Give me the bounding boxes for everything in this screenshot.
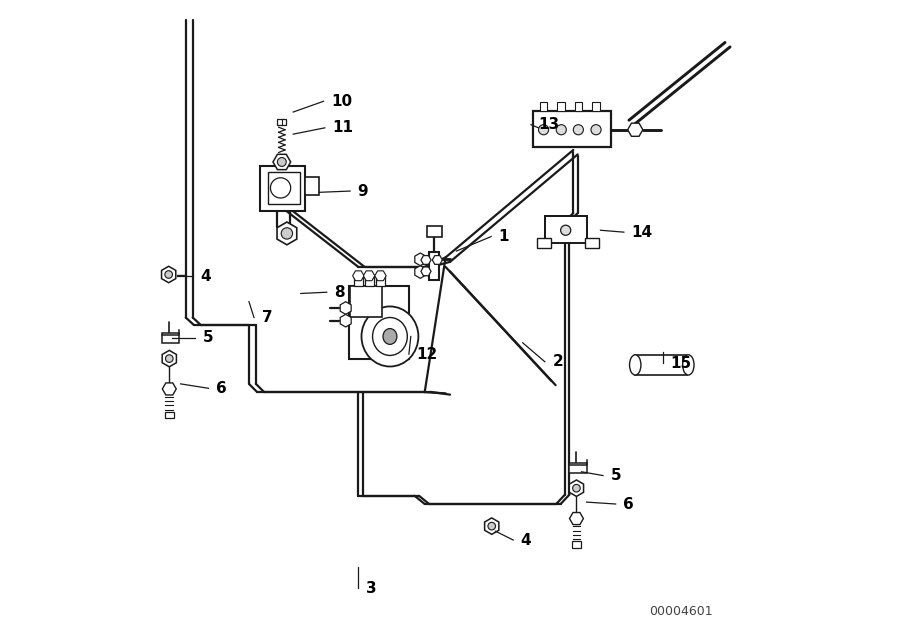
Bar bbox=[585, 238, 598, 248]
Polygon shape bbox=[570, 480, 583, 497]
Text: 10: 10 bbox=[331, 94, 352, 109]
Polygon shape bbox=[421, 256, 431, 264]
Bar bbox=[277, 119, 286, 125]
Bar bbox=[572, 541, 580, 547]
Polygon shape bbox=[570, 512, 583, 525]
Text: 4: 4 bbox=[201, 269, 211, 284]
Circle shape bbox=[281, 228, 292, 239]
Text: 4: 4 bbox=[521, 533, 531, 547]
Circle shape bbox=[166, 355, 173, 363]
Polygon shape bbox=[162, 383, 176, 395]
Bar bbox=[162, 333, 179, 343]
Bar bbox=[540, 102, 547, 110]
Polygon shape bbox=[161, 266, 176, 283]
Circle shape bbox=[538, 124, 549, 135]
Text: 6: 6 bbox=[216, 381, 227, 396]
Bar bbox=[545, 217, 587, 243]
Text: 3: 3 bbox=[366, 580, 376, 596]
Ellipse shape bbox=[383, 328, 397, 344]
Polygon shape bbox=[421, 267, 431, 276]
Polygon shape bbox=[484, 518, 499, 534]
Text: 8: 8 bbox=[334, 284, 345, 300]
Text: 13: 13 bbox=[538, 117, 560, 132]
Text: 5: 5 bbox=[610, 468, 621, 483]
Polygon shape bbox=[415, 265, 426, 278]
Polygon shape bbox=[353, 271, 364, 281]
Bar bbox=[350, 286, 382, 318]
Bar bbox=[537, 238, 551, 248]
Bar bbox=[354, 276, 363, 286]
Bar bbox=[376, 276, 385, 286]
Circle shape bbox=[488, 523, 496, 530]
Polygon shape bbox=[627, 123, 643, 137]
Text: 12: 12 bbox=[417, 347, 437, 362]
Bar bbox=[165, 411, 174, 418]
Polygon shape bbox=[340, 314, 351, 327]
Text: 9: 9 bbox=[357, 184, 368, 199]
Circle shape bbox=[572, 485, 580, 492]
Ellipse shape bbox=[373, 318, 408, 356]
Circle shape bbox=[165, 271, 173, 278]
Polygon shape bbox=[162, 351, 176, 367]
Bar bbox=[305, 177, 320, 196]
Bar bbox=[635, 355, 687, 375]
Bar bbox=[574, 102, 582, 110]
Bar bbox=[268, 172, 300, 204]
Bar bbox=[533, 110, 611, 147]
Bar bbox=[592, 102, 599, 110]
Polygon shape bbox=[374, 271, 386, 281]
Bar bbox=[349, 286, 409, 359]
Bar bbox=[260, 166, 305, 211]
Ellipse shape bbox=[683, 355, 694, 375]
Text: 1: 1 bbox=[499, 229, 509, 244]
Bar bbox=[427, 226, 442, 237]
Circle shape bbox=[556, 124, 566, 135]
Ellipse shape bbox=[630, 355, 641, 375]
Bar bbox=[569, 463, 587, 473]
Text: 6: 6 bbox=[623, 497, 634, 512]
Circle shape bbox=[270, 178, 291, 198]
Polygon shape bbox=[273, 154, 291, 170]
Text: 14: 14 bbox=[632, 225, 652, 239]
Text: 00004601: 00004601 bbox=[649, 605, 713, 618]
Circle shape bbox=[277, 157, 286, 166]
Bar bbox=[429, 251, 439, 279]
Text: 15: 15 bbox=[670, 356, 692, 370]
Polygon shape bbox=[277, 222, 297, 245]
Circle shape bbox=[573, 124, 583, 135]
Polygon shape bbox=[432, 256, 443, 264]
Bar bbox=[364, 276, 373, 286]
Text: 5: 5 bbox=[202, 330, 213, 345]
Text: 2: 2 bbox=[553, 354, 563, 370]
Circle shape bbox=[591, 124, 601, 135]
Polygon shape bbox=[415, 253, 426, 265]
Circle shape bbox=[561, 225, 571, 236]
Text: 11: 11 bbox=[332, 121, 354, 135]
Polygon shape bbox=[364, 271, 374, 281]
Bar bbox=[557, 102, 565, 110]
Text: 7: 7 bbox=[262, 310, 272, 325]
Ellipse shape bbox=[362, 307, 418, 366]
Polygon shape bbox=[340, 302, 351, 314]
